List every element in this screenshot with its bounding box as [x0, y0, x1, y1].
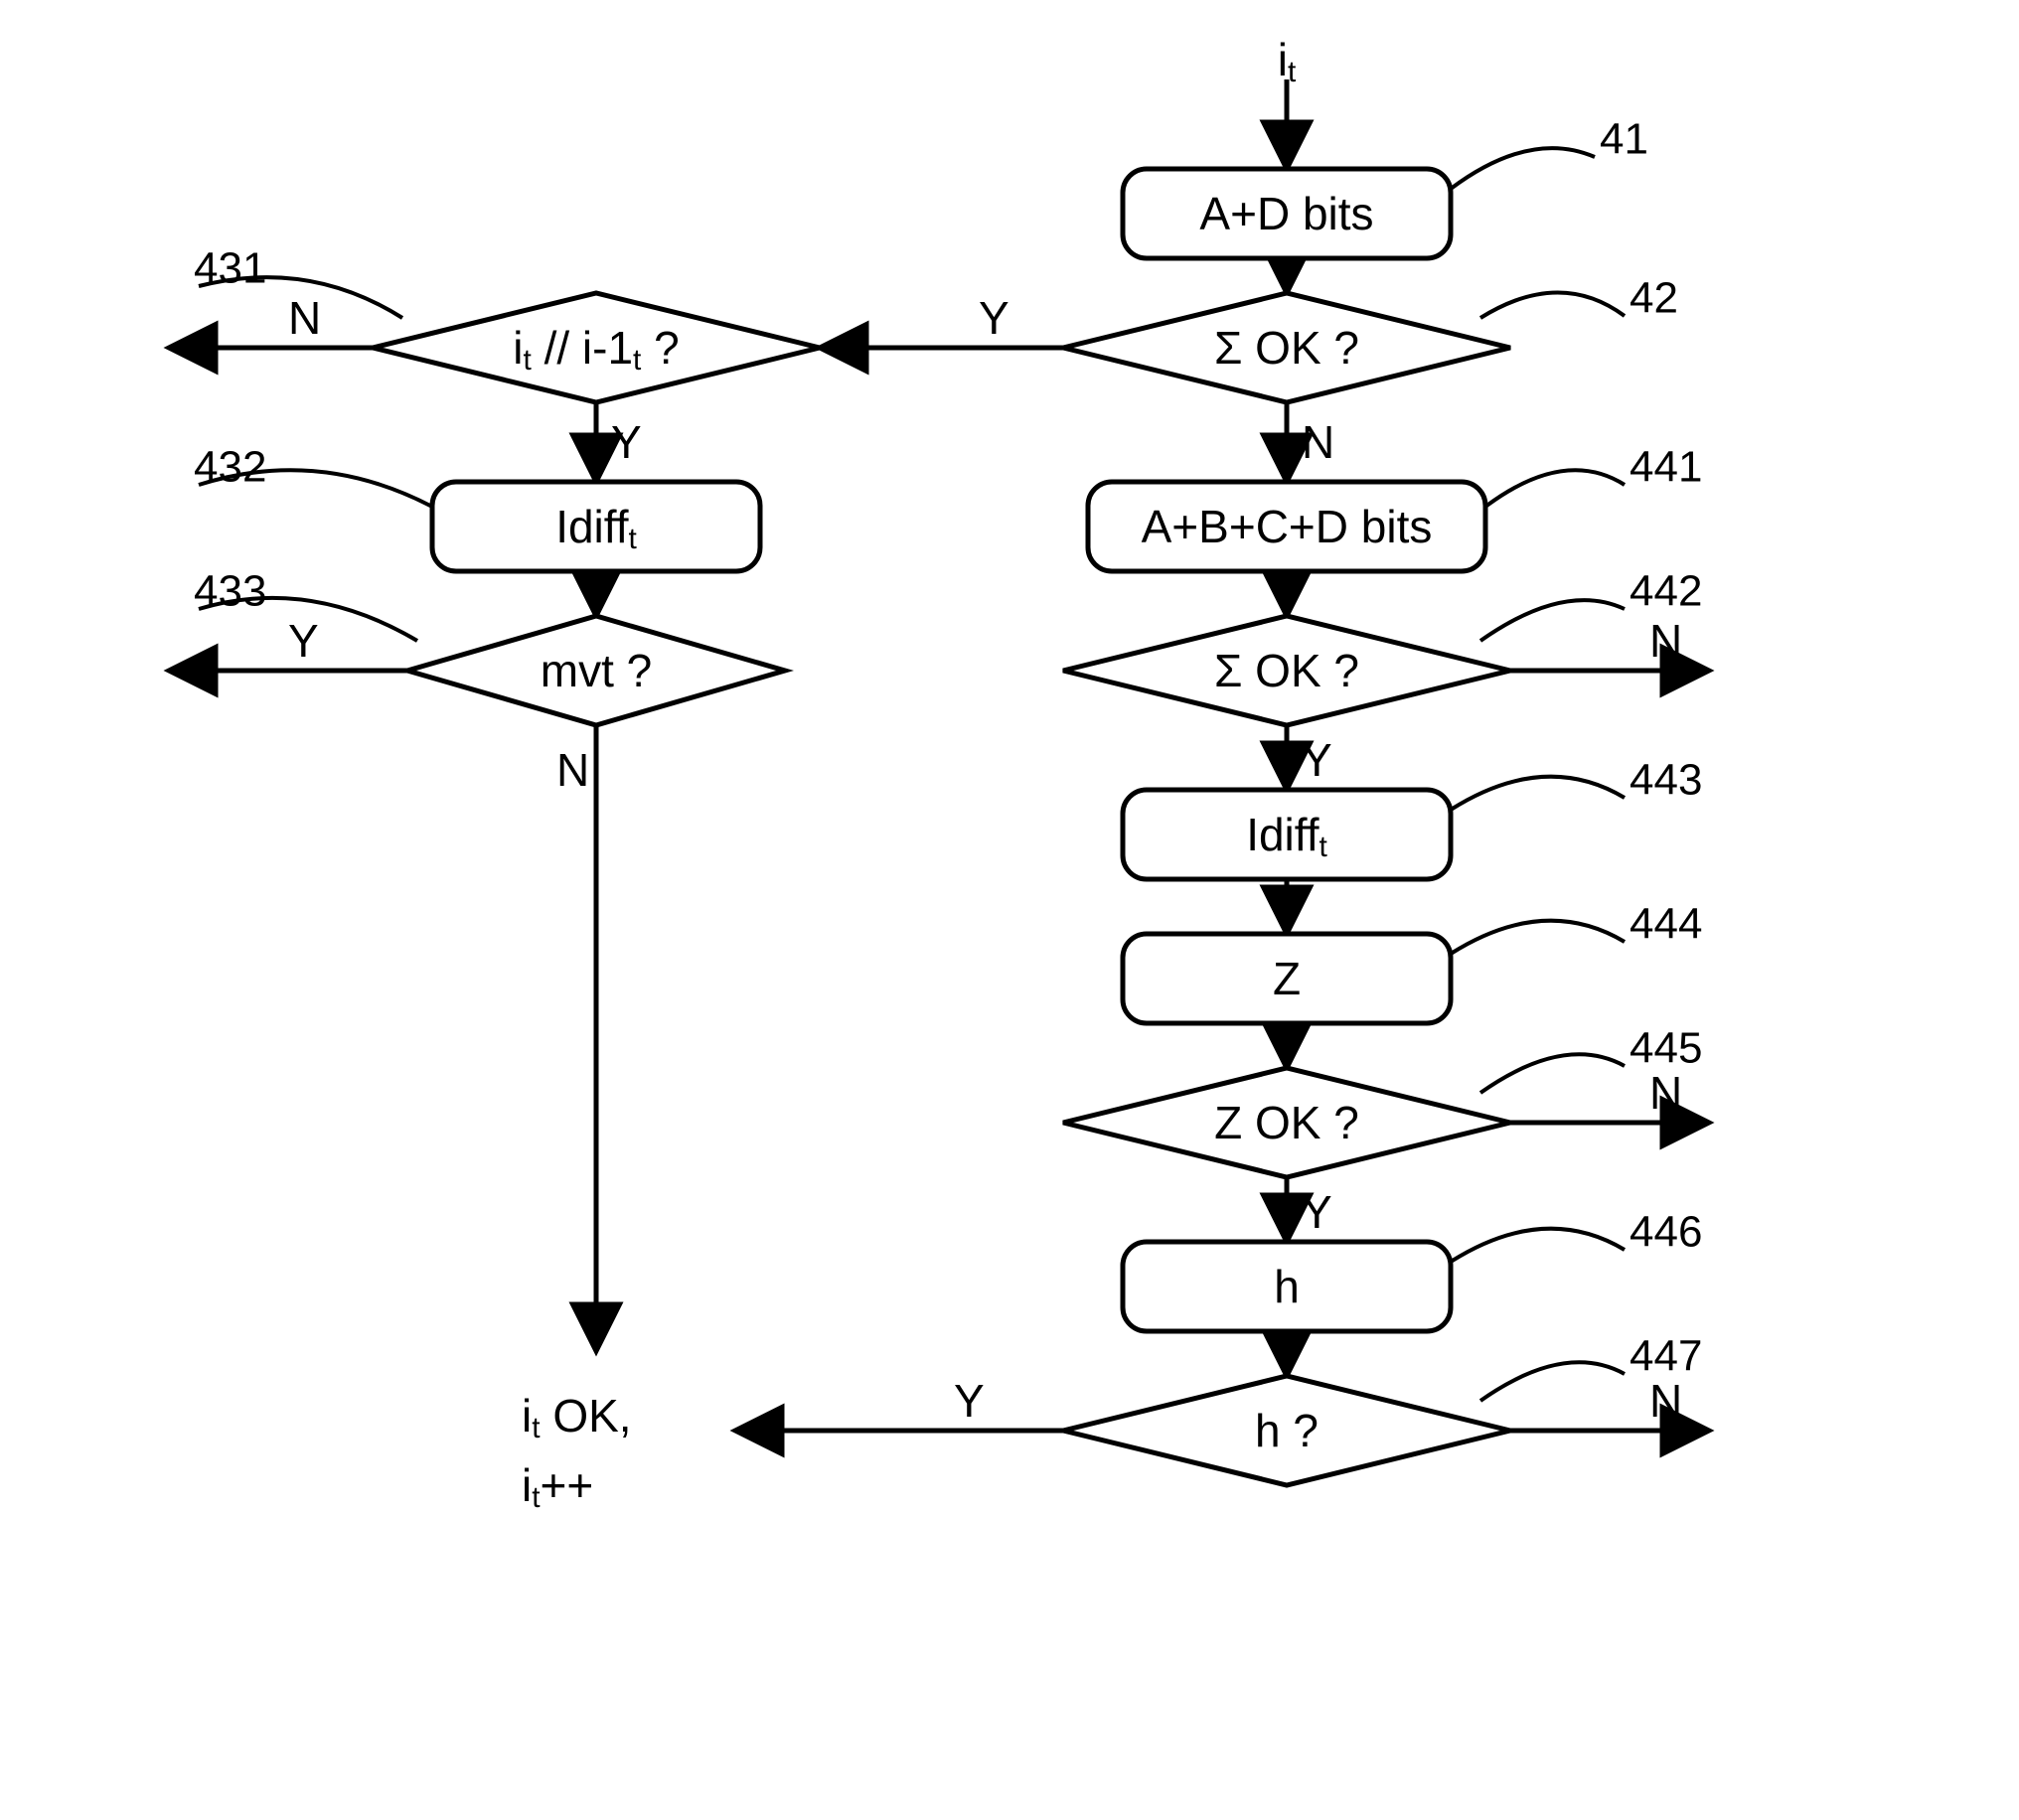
svg-text:N: N: [1649, 615, 1682, 667]
node-d433: [199, 598, 785, 725]
reference-number: 444: [1630, 900, 1702, 949]
node-label: A+B+C+D bits: [1142, 501, 1433, 552]
svg-text:N: N: [1302, 416, 1334, 468]
reference-number: 432: [194, 443, 266, 492]
svg-text:N: N: [556, 744, 589, 796]
reference-leader: [1480, 1054, 1625, 1093]
svg-text:Y: Y: [979, 292, 1010, 344]
node-label: Z OK ?: [1214, 1097, 1359, 1148]
reference-leader: [1451, 777, 1625, 810]
svg-text:Y: Y: [611, 416, 642, 468]
reference-number: 442: [1630, 567, 1702, 616]
reference-number: 431: [194, 244, 266, 293]
io-label-line: it OK,: [522, 1390, 632, 1444]
svg-text:N: N: [1649, 1375, 1682, 1427]
reference-number: 41: [1600, 115, 1648, 164]
svg-text:Y: Y: [954, 1375, 985, 1427]
node-label: A+D bits: [1199, 188, 1373, 239]
reference-leader: [1451, 148, 1595, 189]
node-label: Z: [1273, 953, 1301, 1004]
node-label: Idifft: [555, 501, 637, 555]
svg-text:Y: Y: [1302, 734, 1332, 786]
reference-leader: [1480, 600, 1625, 641]
io-label: it: [1278, 34, 1297, 88]
node-label: h: [1274, 1261, 1300, 1312]
node-b443: [1123, 777, 1625, 879]
svg-text:N: N: [288, 292, 321, 344]
node-label: Σ OK ?: [1214, 645, 1359, 696]
reference-number: 445: [1630, 1024, 1702, 1073]
reference-number: 446: [1630, 1208, 1702, 1257]
node-label: Σ OK ?: [1214, 322, 1359, 374]
node-b446: [1123, 1229, 1625, 1331]
reference-leader: [1480, 292, 1625, 318]
reference-number: 443: [1630, 756, 1702, 805]
node-d447: [1063, 1362, 1625, 1485]
node-label: Idifft: [1246, 809, 1327, 863]
svg-text:Y: Y: [1302, 1186, 1332, 1238]
reference-leader: [1451, 921, 1625, 954]
node-b432: [199, 470, 760, 571]
reference-leader: [1485, 470, 1625, 507]
reference-number: 447: [1630, 1332, 1702, 1381]
reference-leader: [1480, 1362, 1625, 1401]
svg-text:Y: Y: [288, 615, 319, 667]
svg-text:N: N: [1649, 1067, 1682, 1119]
node-label: it // i-1t ?: [513, 322, 679, 377]
edges-layer: [169, 79, 1709, 1431]
node-label: h ?: [1255, 1405, 1319, 1456]
io-label-line: it++: [522, 1459, 593, 1514]
node-label: mvt ?: [541, 645, 652, 696]
node-b444: [1123, 921, 1625, 1023]
reference-leader: [1451, 1229, 1625, 1262]
reference-number: 42: [1630, 274, 1678, 323]
reference-number: 433: [194, 567, 266, 616]
reference-number: 441: [1630, 443, 1702, 492]
